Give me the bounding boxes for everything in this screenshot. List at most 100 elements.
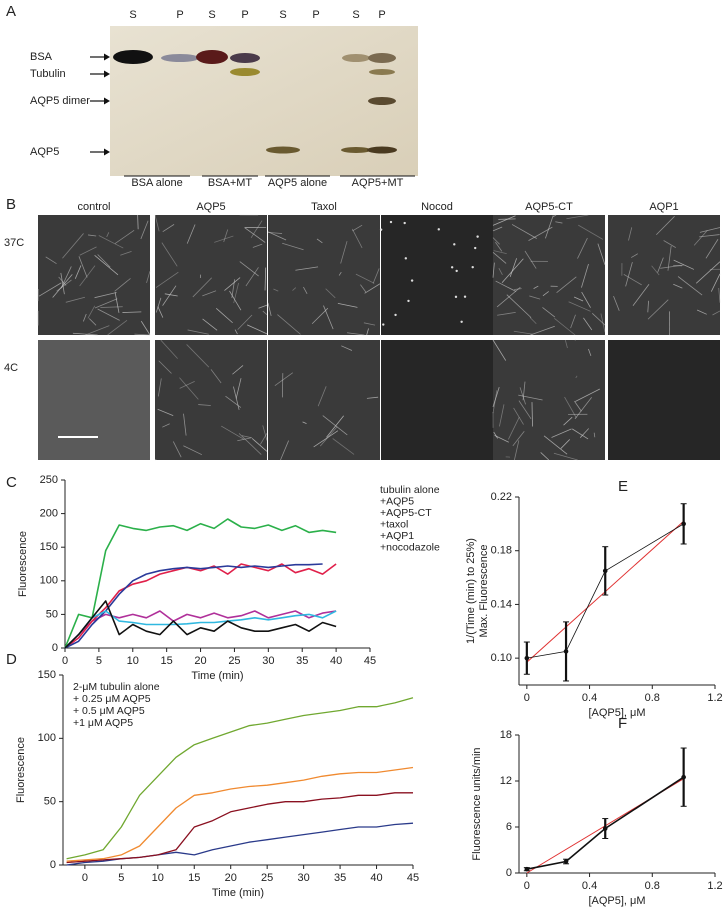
y-tick-label: 0 xyxy=(52,642,58,654)
row-label: 37C xyxy=(4,237,24,249)
panel-label: B xyxy=(6,196,16,213)
filament xyxy=(340,241,348,264)
filament xyxy=(267,302,272,316)
filament xyxy=(280,440,290,461)
filament xyxy=(497,311,516,316)
x-tick-label: 0.8 xyxy=(645,692,660,704)
aster xyxy=(450,266,454,269)
filament xyxy=(186,344,210,368)
filament xyxy=(186,224,196,244)
filament xyxy=(542,307,556,318)
filament xyxy=(337,302,358,308)
column-label: AQP5-CT xyxy=(525,201,573,213)
filament xyxy=(162,423,170,428)
filament xyxy=(492,226,503,232)
filament xyxy=(495,241,503,252)
filament xyxy=(262,310,268,316)
filament xyxy=(94,292,117,299)
legend-entry: +nocodazole xyxy=(380,541,440,553)
x-axis-label: [AQP5], μM xyxy=(588,707,645,719)
y-axis-label: 1/(Time (min) to 25%) xyxy=(465,538,477,644)
band-label: BSA xyxy=(30,51,53,63)
y-tick-label: 50 xyxy=(46,608,58,620)
filament xyxy=(198,404,211,406)
lane-label: S xyxy=(279,9,286,21)
filament xyxy=(712,310,721,316)
filament xyxy=(277,314,301,335)
legend-entry: 2-μM tubulin alone xyxy=(73,681,160,693)
y-tick-label: 150 xyxy=(40,541,58,553)
filament xyxy=(134,333,151,336)
x-tick-label: 45 xyxy=(364,655,376,667)
micrograph xyxy=(493,340,605,460)
y-tick-label: 18 xyxy=(500,729,512,741)
x-tick-label: 40 xyxy=(370,872,382,884)
x-tick-label: 10 xyxy=(127,655,139,667)
x-tick-label: 35 xyxy=(334,872,346,884)
filament xyxy=(363,322,376,326)
y-tick-label: 100 xyxy=(40,575,58,587)
y-tick-label: 0.22 xyxy=(491,491,512,503)
filament xyxy=(264,267,267,291)
x-tick-label: 25 xyxy=(261,872,273,884)
filament xyxy=(695,261,721,284)
filament xyxy=(647,300,649,313)
column-label: AQP1 xyxy=(649,201,678,213)
filament xyxy=(215,308,233,324)
filament xyxy=(647,299,669,320)
filament xyxy=(72,332,98,336)
filament xyxy=(295,266,319,271)
y-tick-label: 6 xyxy=(506,821,512,833)
filament xyxy=(566,214,589,220)
filament xyxy=(338,271,342,276)
filament xyxy=(106,232,110,238)
filament xyxy=(495,280,517,292)
filament xyxy=(677,276,703,296)
band-label: Tubulin xyxy=(30,68,66,80)
column-label: AQP5 xyxy=(196,201,225,213)
filament xyxy=(114,278,131,292)
filament xyxy=(710,273,721,292)
lane-label: P xyxy=(312,9,319,21)
legend-entry: + 0.5 μM AQP5 xyxy=(73,705,145,717)
x-tick-label: 25 xyxy=(228,655,240,667)
filament xyxy=(162,285,177,306)
point xyxy=(681,521,686,527)
filament xyxy=(87,234,97,237)
series-line xyxy=(66,766,414,862)
filament xyxy=(233,282,239,304)
point xyxy=(524,866,530,872)
filament xyxy=(574,400,582,412)
lane-label: S xyxy=(352,9,359,21)
filament xyxy=(693,230,708,246)
filament xyxy=(673,283,683,289)
x-tick-label: 45 xyxy=(407,872,419,884)
filament xyxy=(341,345,353,351)
filament xyxy=(158,360,172,374)
filament xyxy=(588,348,592,357)
filament xyxy=(663,240,676,248)
filament xyxy=(85,325,110,336)
filament xyxy=(492,215,516,226)
group-label: AQP5 alone xyxy=(268,177,327,189)
filament xyxy=(56,279,72,292)
filament xyxy=(223,229,229,243)
filament xyxy=(179,380,195,389)
filament xyxy=(570,314,576,329)
filament xyxy=(699,234,720,238)
filament xyxy=(366,328,369,336)
filament xyxy=(492,387,500,408)
micrograph xyxy=(381,215,493,335)
filament xyxy=(573,296,584,302)
filament xyxy=(575,388,601,402)
y-tick-label: 0.18 xyxy=(491,545,512,557)
filament xyxy=(568,301,591,312)
y-tick-label: 100 xyxy=(38,732,56,744)
filament xyxy=(88,318,97,326)
y-tick-label: 200 xyxy=(40,508,58,520)
filament xyxy=(245,267,259,287)
x-tick-label: 5 xyxy=(118,872,124,884)
filament xyxy=(202,290,217,297)
y-tick-label: 12 xyxy=(500,775,512,787)
